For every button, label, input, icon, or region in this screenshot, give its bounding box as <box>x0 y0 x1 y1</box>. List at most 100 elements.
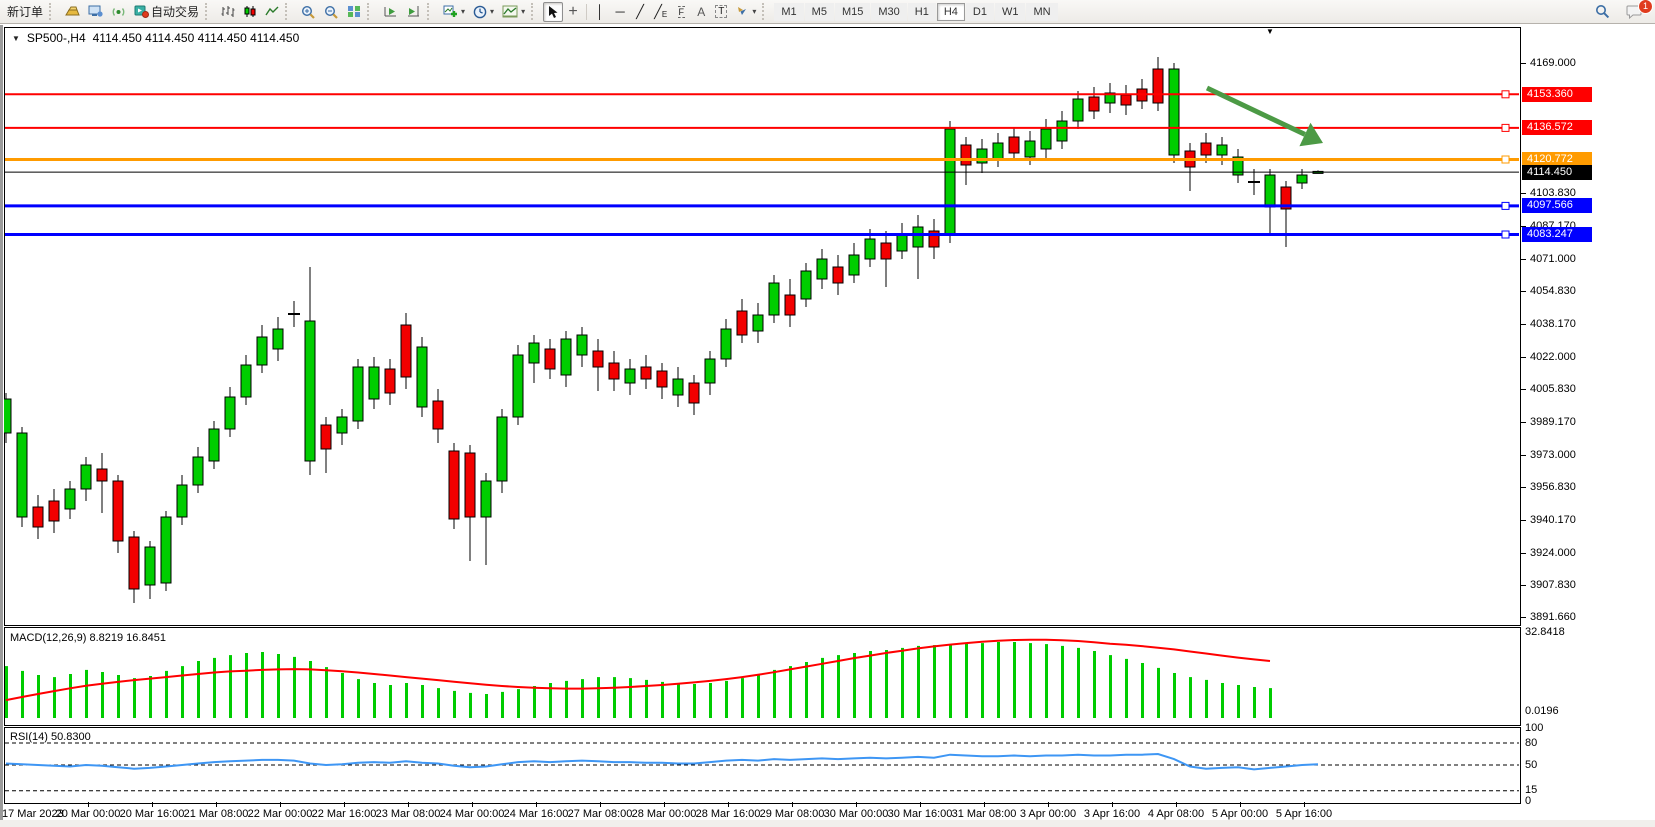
time-tick-mark <box>728 802 729 807</box>
toolbar-separator <box>586 3 588 20</box>
arrows-tool-button[interactable]: ▾ <box>731 2 760 22</box>
signal-icon <box>111 5 126 18</box>
new-order-button[interactable]: 新订单 <box>3 2 47 22</box>
timeframe-m30-button[interactable]: M30 <box>871 2 907 21</box>
time-axis[interactable]: 17 Mar 2023 20 Mar 00:00 20 Mar 16:00 21 Ma… <box>0 802 1521 820</box>
price-axis[interactable]: 4169.0004103.8304087.1704071.0004054.830… <box>1521 0 1655 827</box>
price-tick-mark <box>1521 552 1526 554</box>
new-chart-button[interactable]: ▾ <box>439 2 469 22</box>
toolbar-separator <box>427 3 435 20</box>
toolbar-right-group: 1 <box>1591 0 1653 22</box>
timeframe-h1-button[interactable]: H1 <box>907 2 936 21</box>
timeframe-mn-button[interactable]: MN <box>1026 2 1058 21</box>
tile-windows-button[interactable] <box>343 2 365 22</box>
price-tick-mark <box>1521 454 1526 456</box>
price-tick-mark <box>1521 422 1526 424</box>
time-tick-mark <box>280 802 281 807</box>
time-axis-label: 30 Mar 00:00 <box>823 808 889 820</box>
channel-label: E <box>661 10 668 19</box>
notification-badge: 1 <box>1638 0 1653 14</box>
time-axis-label: 20 Mar 16:00 <box>119 808 185 820</box>
vertical-line-icon: │ <box>596 4 605 19</box>
auto-trading-button[interactable]: 自动交易 <box>130 2 203 22</box>
time-tick-mark <box>344 802 345 807</box>
level-price-badge: 4120.772 <box>1522 151 1592 167</box>
time-tick-mark <box>984 802 985 807</box>
terminal-icon <box>88 5 103 18</box>
main-toolbar: 新订单 自动交易 <box>0 0 1655 24</box>
gold-chart-button[interactable] <box>61 2 84 22</box>
period-clock-button[interactable]: ▾ <box>469 2 498 22</box>
text-tool-button[interactable]: A <box>691 2 711 22</box>
timeframe-m1-button[interactable]: M1 <box>774 2 804 21</box>
time-tick-mark <box>152 802 153 807</box>
trendline-tool-button[interactable]: ╱ <box>630 2 650 22</box>
timeframe-m15-button[interactable]: M15 <box>834 2 871 21</box>
signal-button[interactable] <box>107 2 130 22</box>
chart-title-bar: ▼ SP500-,H4 4114.450 4114.450 4114.450 4… <box>12 31 299 45</box>
rsi-canvas[interactable] <box>4 727 1520 803</box>
toolbar-separator <box>285 3 293 20</box>
price-tick-mark <box>1521 290 1526 292</box>
rsi-scale-label: 15 <box>1525 784 1538 797</box>
search-button[interactable] <box>1591 2 1614 22</box>
gold-bar-icon <box>65 5 80 18</box>
timeframe-group: M1 M5 M15 M30 H1 H4 D1 W1 MN <box>774 2 1058 21</box>
chevron-down-icon: ▾ <box>461 7 466 16</box>
time-tick-mark <box>920 802 921 807</box>
candlestick-chart-type-button[interactable] <box>239 2 261 22</box>
chart-shift-button[interactable] <box>402 2 425 22</box>
chevron-down-icon: ▾ <box>521 7 526 16</box>
price-tick-label: 3989.170 <box>1530 416 1576 429</box>
cursor-tool-button[interactable] <box>543 1 564 22</box>
indicators-button[interactable]: ▾ <box>498 2 529 22</box>
macd-label: MACD(12,26,9) 8.8219 16.8451 <box>10 632 166 644</box>
timeframe-w1-button[interactable]: W1 <box>994 2 1026 21</box>
level-price-badge: 4153.360 <box>1522 86 1592 102</box>
text-label-tool-button[interactable]: T <box>711 2 731 22</box>
fibonacci-tool-button[interactable]: F <box>671 2 691 22</box>
auto-scroll-button[interactable] <box>379 2 402 22</box>
time-tick-mark <box>1240 802 1241 807</box>
toolbar-separator <box>762 3 770 20</box>
channel-tool-button[interactable]: ╱ E <box>650 2 671 22</box>
time-axis-label: 24 Mar 00:00 <box>439 808 505 820</box>
status-strip <box>0 820 1655 827</box>
time-tick-mark <box>408 802 409 807</box>
macd-canvas[interactable] <box>4 627 1520 725</box>
bar-chart-type-button[interactable] <box>217 2 239 22</box>
price-chart-canvas[interactable] <box>4 27 1520 625</box>
zoom-in-button[interactable] <box>297 2 320 22</box>
candlestick-icon <box>243 5 257 18</box>
bar-chart-icon <box>221 5 235 18</box>
timeframe-m5-button[interactable]: M5 <box>804 2 834 21</box>
line-chart-icon <box>265 5 279 18</box>
window-left-edge <box>0 25 3 820</box>
level-price-badge: 4083.247 <box>1522 227 1592 242</box>
time-axis-label: 20 Mar 00:00 <box>55 808 121 820</box>
level-price-badge: 4136.572 <box>1522 120 1592 136</box>
price-tick-label: 3973.000 <box>1530 448 1576 461</box>
vertical-line-tool-button[interactable]: │ <box>590 2 610 22</box>
price-tick-mark <box>1521 617 1526 619</box>
price-tick-label: 3907.830 <box>1530 578 1576 591</box>
chart-quotes: 4114.450 4114.450 4114.450 4114.450 <box>92 31 300 45</box>
line-chart-type-button[interactable] <box>261 2 283 22</box>
indicators-icon <box>502 5 518 18</box>
chevron-down-icon: ▾ <box>752 7 757 16</box>
crosshair-tool-button[interactable]: + <box>563 2 583 22</box>
chart-shift-marker[interactable]: ▼ <box>1266 27 1274 36</box>
horizontal-line-tool-button[interactable]: ─ <box>610 2 630 22</box>
price-tick-label: 3940.170 <box>1530 514 1576 527</box>
chart-symbol-title: SP500-,H4 <box>26 31 86 45</box>
collapse-chart-icon[interactable]: ▼ <box>12 33 20 43</box>
market-watch-button[interactable] <box>84 2 107 22</box>
horizontal-line-icon: ─ <box>615 4 625 19</box>
zoom-out-button[interactable] <box>320 2 343 22</box>
chevron-down-icon: ▾ <box>490 7 495 16</box>
timeframe-d1-button[interactable]: D1 <box>965 2 994 21</box>
price-tick-label: 4054.830 <box>1530 284 1576 297</box>
timeframe-h4-button[interactable]: H4 <box>936 2 965 21</box>
time-tick-mark <box>1112 802 1113 807</box>
notifications-button[interactable]: 1 <box>1622 0 1653 22</box>
